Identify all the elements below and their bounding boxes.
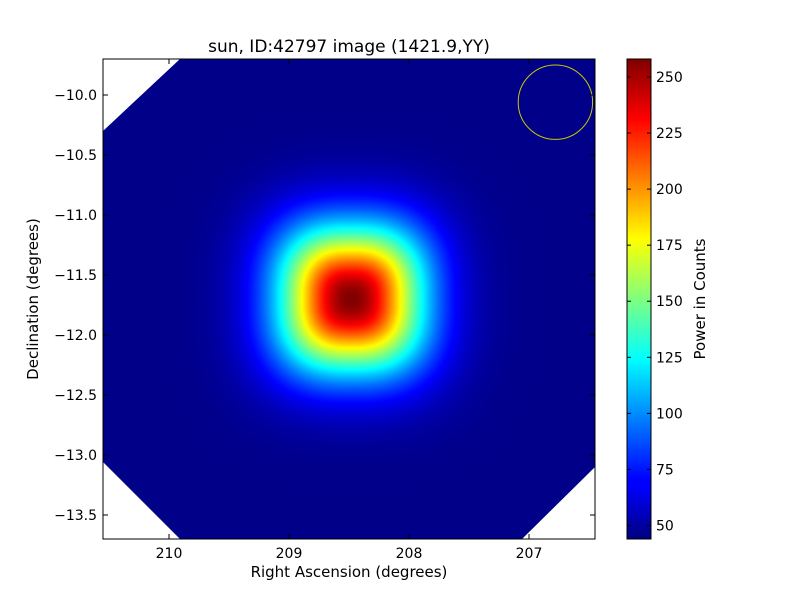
y-tick-label: −11.5 [54,268,97,284]
x-tick-label: 210 [156,546,183,562]
x-tick-label: 207 [516,546,543,562]
y-tick-label: −11.0 [54,208,97,224]
colorbar-tick-label: 50 [656,519,674,535]
colorbar [626,58,652,540]
colorbar-ticks: 50 75 100 125 150 175 200 225 250 [627,70,683,535]
y-tick-label: −12.5 [54,388,97,404]
y-tick-label: −13.5 [54,508,97,524]
beam-marker [517,64,594,140]
colorbar-label: Power in Counts [691,238,709,359]
colorbar-tick-label: 150 [656,294,683,310]
y-tick-label: −13.0 [54,448,97,464]
axes-frame [102,58,596,540]
x-axis-ticks: 210 209 208 207 [156,59,543,562]
x-axis-label: Right Ascension (degrees) [251,563,448,581]
chart-title: sun, ID:42797 image (1421.9,YY) [208,37,490,57]
y-axis-label: Declination (degrees) [24,218,42,380]
y-tick-label: −10.5 [54,148,97,164]
colorbar-tick-label: 100 [656,406,683,422]
colorbar-tick-label: 125 [656,350,683,366]
x-tick-label: 209 [276,546,303,562]
y-axis-ticks: −10.0 −10.5 −11.0 −11.5 −12.0 −12.5 −13.0 −13.5 [54,88,595,524]
heatmap-raster [103,59,595,539]
colorbar-tick-label: 75 [656,462,674,478]
colorbar-tick-label: 200 [656,182,683,198]
x-tick-label: 208 [396,546,423,562]
colorbar-tick-label: 250 [656,70,683,86]
y-tick-label: −12.0 [54,328,97,344]
colorbar-tick-label: 175 [656,238,683,254]
colorbar-tick-label: 225 [656,126,683,142]
heatmap-image [103,59,595,539]
y-tick-label: −10.0 [54,88,97,104]
